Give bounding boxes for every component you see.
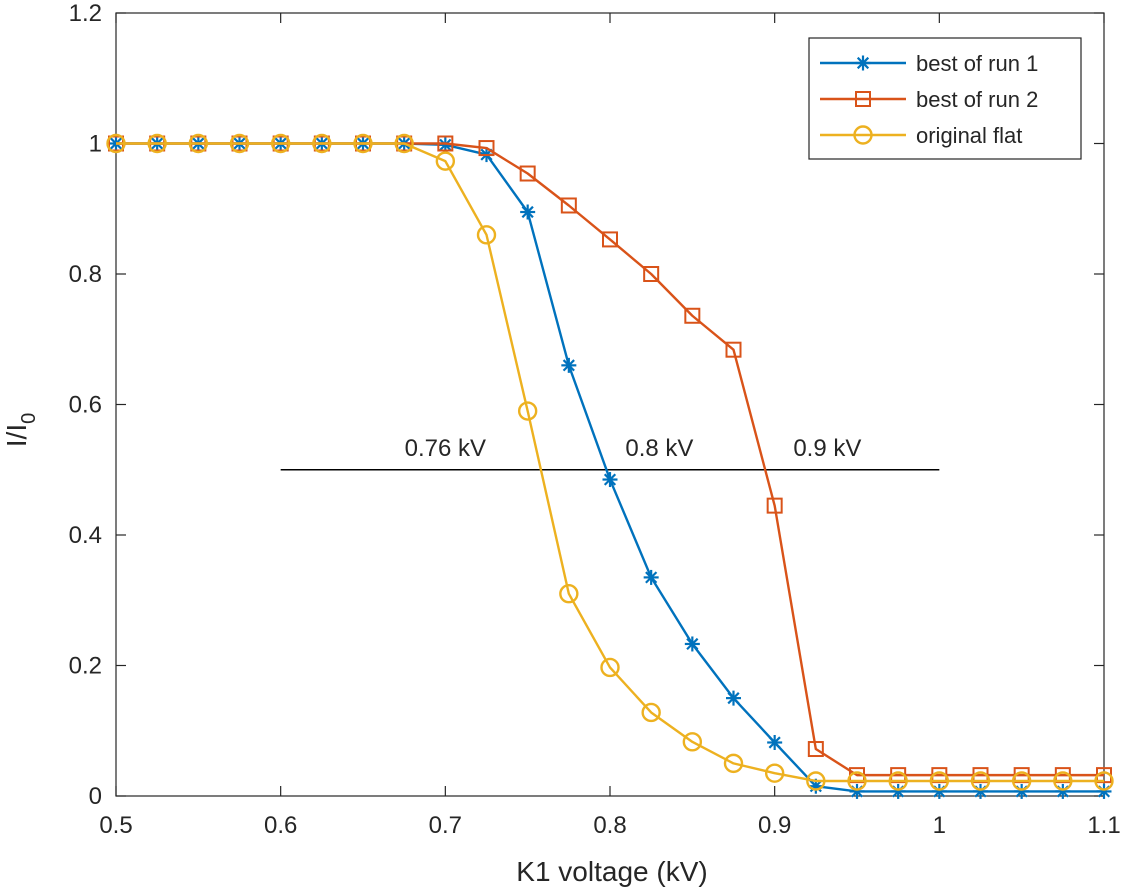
data-point [641, 702, 661, 723]
axis-ticks: 0.5 0.6 0.7 0.8 0.9 1 1.1 0 0.2 0.4 0.6 0.8 1 1.2 [69, 0, 1121, 839]
data-point [684, 636, 700, 652]
legend-entry: best of run 2 [820, 87, 1038, 112]
y-axis-title-main: I/I [1, 424, 32, 447]
data-point [725, 341, 742, 358]
data-point [1011, 771, 1032, 791]
data-point [1094, 771, 1114, 791]
crossing-label: 0.9 kV [793, 435, 861, 462]
series-line [116, 142, 1104, 777]
asterisk-stroke [856, 56, 870, 70]
asterisk-stroke [603, 473, 617, 486]
data-point [1053, 771, 1073, 791]
data-point [519, 165, 536, 182]
legend-marker [855, 91, 871, 107]
y-axis-title-subscript: 0 [18, 413, 40, 424]
y-tick-label: 0.2 [69, 653, 102, 680]
x-tick-label: 0.7 [429, 812, 462, 839]
x-tick-label: 0.8 [593, 812, 626, 839]
asterisk-stroke [727, 692, 740, 705]
y-tick-label: 0.4 [69, 522, 102, 549]
data-point [929, 771, 950, 791]
data-point [229, 133, 250, 154]
x-tick-label: 1.1 [1087, 812, 1120, 839]
asterisk-stroke [686, 637, 699, 651]
data-point [561, 357, 577, 373]
data-point [726, 690, 741, 706]
legend-label: best of run 2 [916, 87, 1038, 112]
data-point [723, 753, 744, 774]
legend-marker [853, 125, 873, 145]
legend: best of run 1 best of run 2 original flat [808, 37, 1082, 160]
data-point [312, 133, 332, 154]
data-point [806, 771, 826, 791]
data-point [767, 734, 783, 750]
data-point [559, 584, 579, 604]
data-point [394, 133, 414, 154]
data-point [270, 133, 291, 154]
data-point [682, 732, 703, 752]
series-group [106, 133, 1114, 799]
data-point [847, 771, 867, 791]
data-point [520, 204, 536, 220]
data-point [764, 763, 785, 783]
x-tick-label: 0.9 [758, 812, 791, 839]
legend-label: original flat [916, 123, 1022, 148]
annotations-group: 0.76 kV 0.8 kV 0.9 kV [405, 435, 862, 462]
data-point [600, 657, 620, 678]
data-point [643, 569, 659, 585]
data-point [970, 771, 991, 791]
asterisk-stroke [439, 138, 452, 151]
series-best-of-run-1 [108, 136, 1112, 799]
data-point [684, 307, 701, 324]
asterisk-stroke [521, 205, 534, 219]
asterisk-stroke [768, 736, 781, 749]
data-point [353, 133, 373, 154]
series-original-flat [106, 133, 1114, 791]
data-point [643, 266, 660, 282]
data-point [807, 741, 824, 758]
y-tick-label: 1.2 [69, 0, 102, 27]
y-tick-label: 0.8 [69, 261, 102, 288]
data-point [602, 231, 618, 248]
data-point [435, 151, 456, 171]
data-point [147, 133, 167, 154]
data-point [766, 497, 783, 514]
asterisk-stroke [562, 359, 575, 372]
y-tick-label: 1 [89, 131, 102, 158]
data-point [106, 133, 126, 154]
crossing-label: 0.8 kV [625, 435, 693, 462]
data-point [437, 135, 454, 152]
data-point [476, 225, 497, 245]
data-point [517, 401, 538, 421]
data-point [602, 472, 618, 488]
x-tick-label: 1 [933, 812, 946, 839]
legend-label: best of run 1 [916, 51, 1038, 76]
data-point [560, 197, 577, 214]
y-axis-title: I/I0 [1, 413, 40, 447]
y-tick-label: 0.6 [69, 392, 102, 419]
crossing-label: 0.76 kV [405, 435, 486, 462]
series-best-of-run-2 [108, 135, 1112, 784]
legend-marker [855, 55, 871, 71]
data-point [478, 140, 495, 157]
x-tick-label: 0.5 [99, 812, 132, 839]
data-point [888, 771, 908, 791]
legend-entry: original flat [820, 123, 1022, 148]
series-line [116, 142, 1104, 783]
asterisk-stroke [645, 571, 658, 584]
x-tick-label: 0.6 [264, 812, 297, 839]
y-tick-label: 0 [89, 783, 102, 810]
legend-entry: best of run 1 [820, 51, 1038, 76]
data-point [188, 133, 209, 154]
x-axis-title: K1 voltage (kV) [516, 856, 707, 887]
